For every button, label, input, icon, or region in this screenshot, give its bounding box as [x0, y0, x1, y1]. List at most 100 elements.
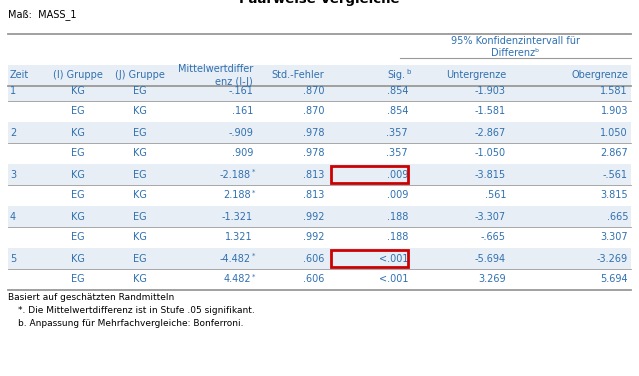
Text: -3.269: -3.269: [597, 253, 628, 264]
Text: EG: EG: [133, 211, 146, 221]
Text: EG: EG: [133, 253, 146, 264]
Bar: [8, 206, 631, 227]
Text: *: *: [252, 253, 256, 259]
Text: EG: EG: [133, 85, 146, 96]
Text: -2.867: -2.867: [475, 127, 506, 138]
Text: -1.321: -1.321: [222, 211, 253, 221]
Text: -.665: -.665: [481, 232, 506, 243]
Text: KG: KG: [71, 127, 85, 138]
Text: KG: KG: [71, 253, 85, 264]
Text: KG: KG: [132, 232, 146, 243]
Text: Paarweise Vergleiche: Paarweise Vergleiche: [239, 0, 400, 6]
Text: 5.694: 5.694: [601, 274, 628, 285]
Text: -.909: -.909: [228, 127, 253, 138]
Bar: [331, 166, 408, 183]
Text: 1.321: 1.321: [226, 232, 253, 243]
Text: -.161: -.161: [228, 85, 253, 96]
Text: KG: KG: [132, 149, 146, 159]
Text: EG: EG: [71, 149, 85, 159]
Text: <.001: <.001: [378, 253, 408, 264]
Text: KG: KG: [132, 106, 146, 117]
Text: .870: .870: [302, 85, 324, 96]
Text: 3.815: 3.815: [601, 191, 628, 200]
Text: EG: EG: [133, 170, 146, 179]
Text: .978: .978: [302, 149, 324, 159]
Bar: [8, 248, 631, 269]
Text: 3.307: 3.307: [601, 232, 628, 243]
Bar: [8, 143, 631, 164]
Text: 3: 3: [10, 170, 16, 179]
Text: -4.482: -4.482: [220, 253, 251, 264]
Bar: [8, 269, 631, 290]
Text: b. Anpassung für Mehrfachvergleiche: Bonferroni.: b. Anpassung für Mehrfachvergleiche: Bon…: [18, 319, 243, 328]
Text: .009: .009: [387, 191, 408, 200]
Text: -.561: -.561: [603, 170, 628, 179]
Text: .813: .813: [303, 170, 324, 179]
Bar: [8, 101, 631, 122]
Text: .188: .188: [387, 232, 408, 243]
Text: b: b: [406, 70, 410, 76]
Text: .909: .909: [231, 149, 253, 159]
Text: KG: KG: [132, 274, 146, 285]
Text: -2.188: -2.188: [220, 170, 251, 179]
Text: EG: EG: [71, 191, 85, 200]
Text: EG: EG: [71, 106, 85, 117]
Text: *: *: [252, 190, 256, 196]
Text: Mittelwertdiffer
enz (I-J): Mittelwertdiffer enz (I-J): [178, 64, 253, 87]
Text: (I) Gruppe: (I) Gruppe: [53, 71, 103, 80]
Text: .813: .813: [303, 191, 324, 200]
Text: .009: .009: [387, 170, 408, 179]
Bar: [8, 80, 631, 101]
Text: Untergrenze: Untergrenze: [446, 71, 506, 80]
Text: EG: EG: [133, 127, 146, 138]
Text: 1.050: 1.050: [601, 127, 628, 138]
Text: .161: .161: [231, 106, 253, 117]
Text: (J) Gruppe: (J) Gruppe: [114, 71, 164, 80]
Text: KG: KG: [132, 191, 146, 200]
Text: -1.581: -1.581: [475, 106, 506, 117]
Text: -3.307: -3.307: [475, 211, 506, 221]
Text: .978: .978: [302, 127, 324, 138]
Text: .665: .665: [606, 211, 628, 221]
Text: 3.269: 3.269: [479, 274, 506, 285]
Text: -1.050: -1.050: [475, 149, 506, 159]
Text: 95% Konfidenzintervall für
Differenzᵇ: 95% Konfidenzintervall für Differenzᵇ: [451, 36, 580, 58]
Text: Sig.: Sig.: [387, 71, 405, 80]
Text: -5.694: -5.694: [475, 253, 506, 264]
Text: 2.867: 2.867: [600, 149, 628, 159]
Text: *: *: [252, 273, 256, 279]
Text: *. Die Mittelwertdifferenz ist in Stufe .05 signifikant.: *. Die Mittelwertdifferenz ist in Stufe …: [18, 306, 255, 315]
Bar: [8, 164, 631, 185]
Text: .606: .606: [303, 274, 324, 285]
Text: -3.815: -3.815: [475, 170, 506, 179]
Text: .870: .870: [302, 106, 324, 117]
Text: .357: .357: [387, 149, 408, 159]
Text: Zeit: Zeit: [10, 71, 29, 80]
Text: 4.482: 4.482: [224, 274, 251, 285]
Text: 1.903: 1.903: [601, 106, 628, 117]
Text: .188: .188: [387, 211, 408, 221]
Bar: [331, 250, 408, 267]
Text: -1.903: -1.903: [475, 85, 506, 96]
Text: Obergrenze: Obergrenze: [571, 71, 628, 80]
Text: 2: 2: [10, 127, 16, 138]
Text: Maß:  MASS_1: Maß: MASS_1: [8, 9, 77, 20]
Bar: [8, 65, 631, 86]
Bar: [8, 185, 631, 206]
Text: .561: .561: [484, 191, 506, 200]
Text: .992: .992: [302, 211, 324, 221]
Text: KG: KG: [71, 211, 85, 221]
Text: .992: .992: [302, 232, 324, 243]
Text: 1: 1: [10, 85, 16, 96]
Text: KG: KG: [71, 85, 85, 96]
Text: EG: EG: [71, 274, 85, 285]
Text: KG: KG: [71, 170, 85, 179]
Text: 2.188: 2.188: [224, 191, 251, 200]
Text: <.001: <.001: [378, 274, 408, 285]
Text: 5: 5: [10, 253, 16, 264]
Text: .854: .854: [387, 106, 408, 117]
Bar: [8, 227, 631, 248]
Text: 4: 4: [10, 211, 16, 221]
Text: Basiert auf geschätzten Randmitteln: Basiert auf geschätzten Randmitteln: [8, 293, 174, 302]
Text: Std.-Fehler: Std.-Fehler: [271, 71, 324, 80]
